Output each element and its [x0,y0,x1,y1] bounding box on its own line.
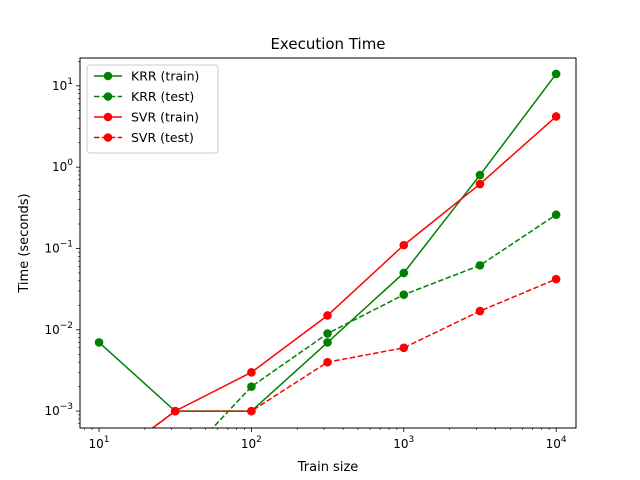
x-tick-label: 104 [546,435,567,451]
series-2-point [399,240,409,250]
series-1-point [475,261,485,270]
series-3-point [475,306,485,316]
y-axis-title: Time (seconds) [17,193,32,293]
y-tick-label: 10−1 [44,239,73,255]
series-0-point [94,338,104,347]
y-tick-label: 10−2 [44,321,73,337]
x-axis: 101 102 103 104 [83,428,567,451]
plot-frame [79,57,577,429]
series-3-point [323,357,332,367]
series-3-point [247,406,256,416]
y-tick-label: 100 [52,158,73,174]
legend-swatch-marker [103,71,113,81]
series-1-point [323,329,332,338]
series-2-point [475,179,485,189]
x-tick-label: 101 [89,435,110,451]
legend-label: SVR (test) [131,130,194,145]
legend-frame [86,64,219,154]
series-0-point [551,69,561,79]
y-tick-label: 101 [52,77,73,93]
y-axis: 10−3 10−2 10−1 100 101 [44,61,80,425]
x-tick-label: 103 [393,435,414,451]
series-2-point [247,368,256,377]
legend-label: SVR (train) [131,110,199,125]
series-2-point [551,112,561,121]
series-1-point [247,382,256,391]
series-layer [94,69,561,428]
series-1-point [551,210,561,220]
series-2-point [323,311,332,320]
series-0-point [323,338,332,347]
series-0-point [399,268,409,278]
series-1-point [399,290,409,300]
legend-swatch-marker [103,112,113,122]
legend: KRR (train) KRR (test) SVR (train) SVR (tes… [86,64,219,154]
series-3-point [399,343,409,353]
legend-label: KRR (test) [131,89,194,104]
series-0-point [475,170,485,180]
y-tick-label: 10−3 [44,402,73,418]
legend-swatch-marker [103,133,113,142]
x-tick-label: 102 [241,435,262,451]
series-3-point [551,274,561,284]
x-axis-title: Train size [297,460,359,475]
chart-title: Execution Time [270,35,385,53]
legend-label: KRR (train) [131,69,199,84]
legend-swatch-marker [103,92,113,101]
series-3-point [170,406,180,416]
